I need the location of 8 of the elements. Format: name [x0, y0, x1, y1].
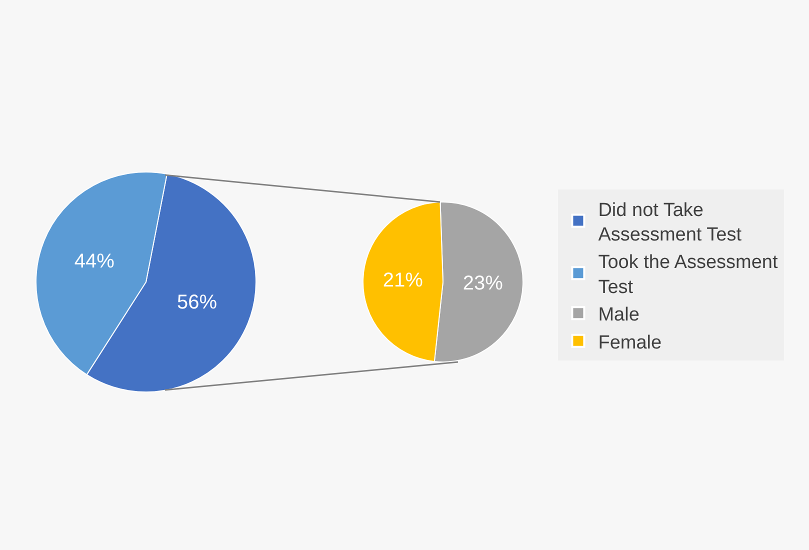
data-label: 21%	[382, 270, 424, 292]
legend-label: Took the Assessment Test	[598, 252, 778, 298]
legend-label: Female	[598, 332, 662, 354]
data-label: 44%	[74, 250, 115, 272]
data-label: 23%	[462, 272, 504, 294]
legend-label: Male	[598, 304, 640, 326]
data-label: 56%	[176, 291, 218, 314]
legend-label: Did not Take Assessment Test	[598, 200, 742, 246]
